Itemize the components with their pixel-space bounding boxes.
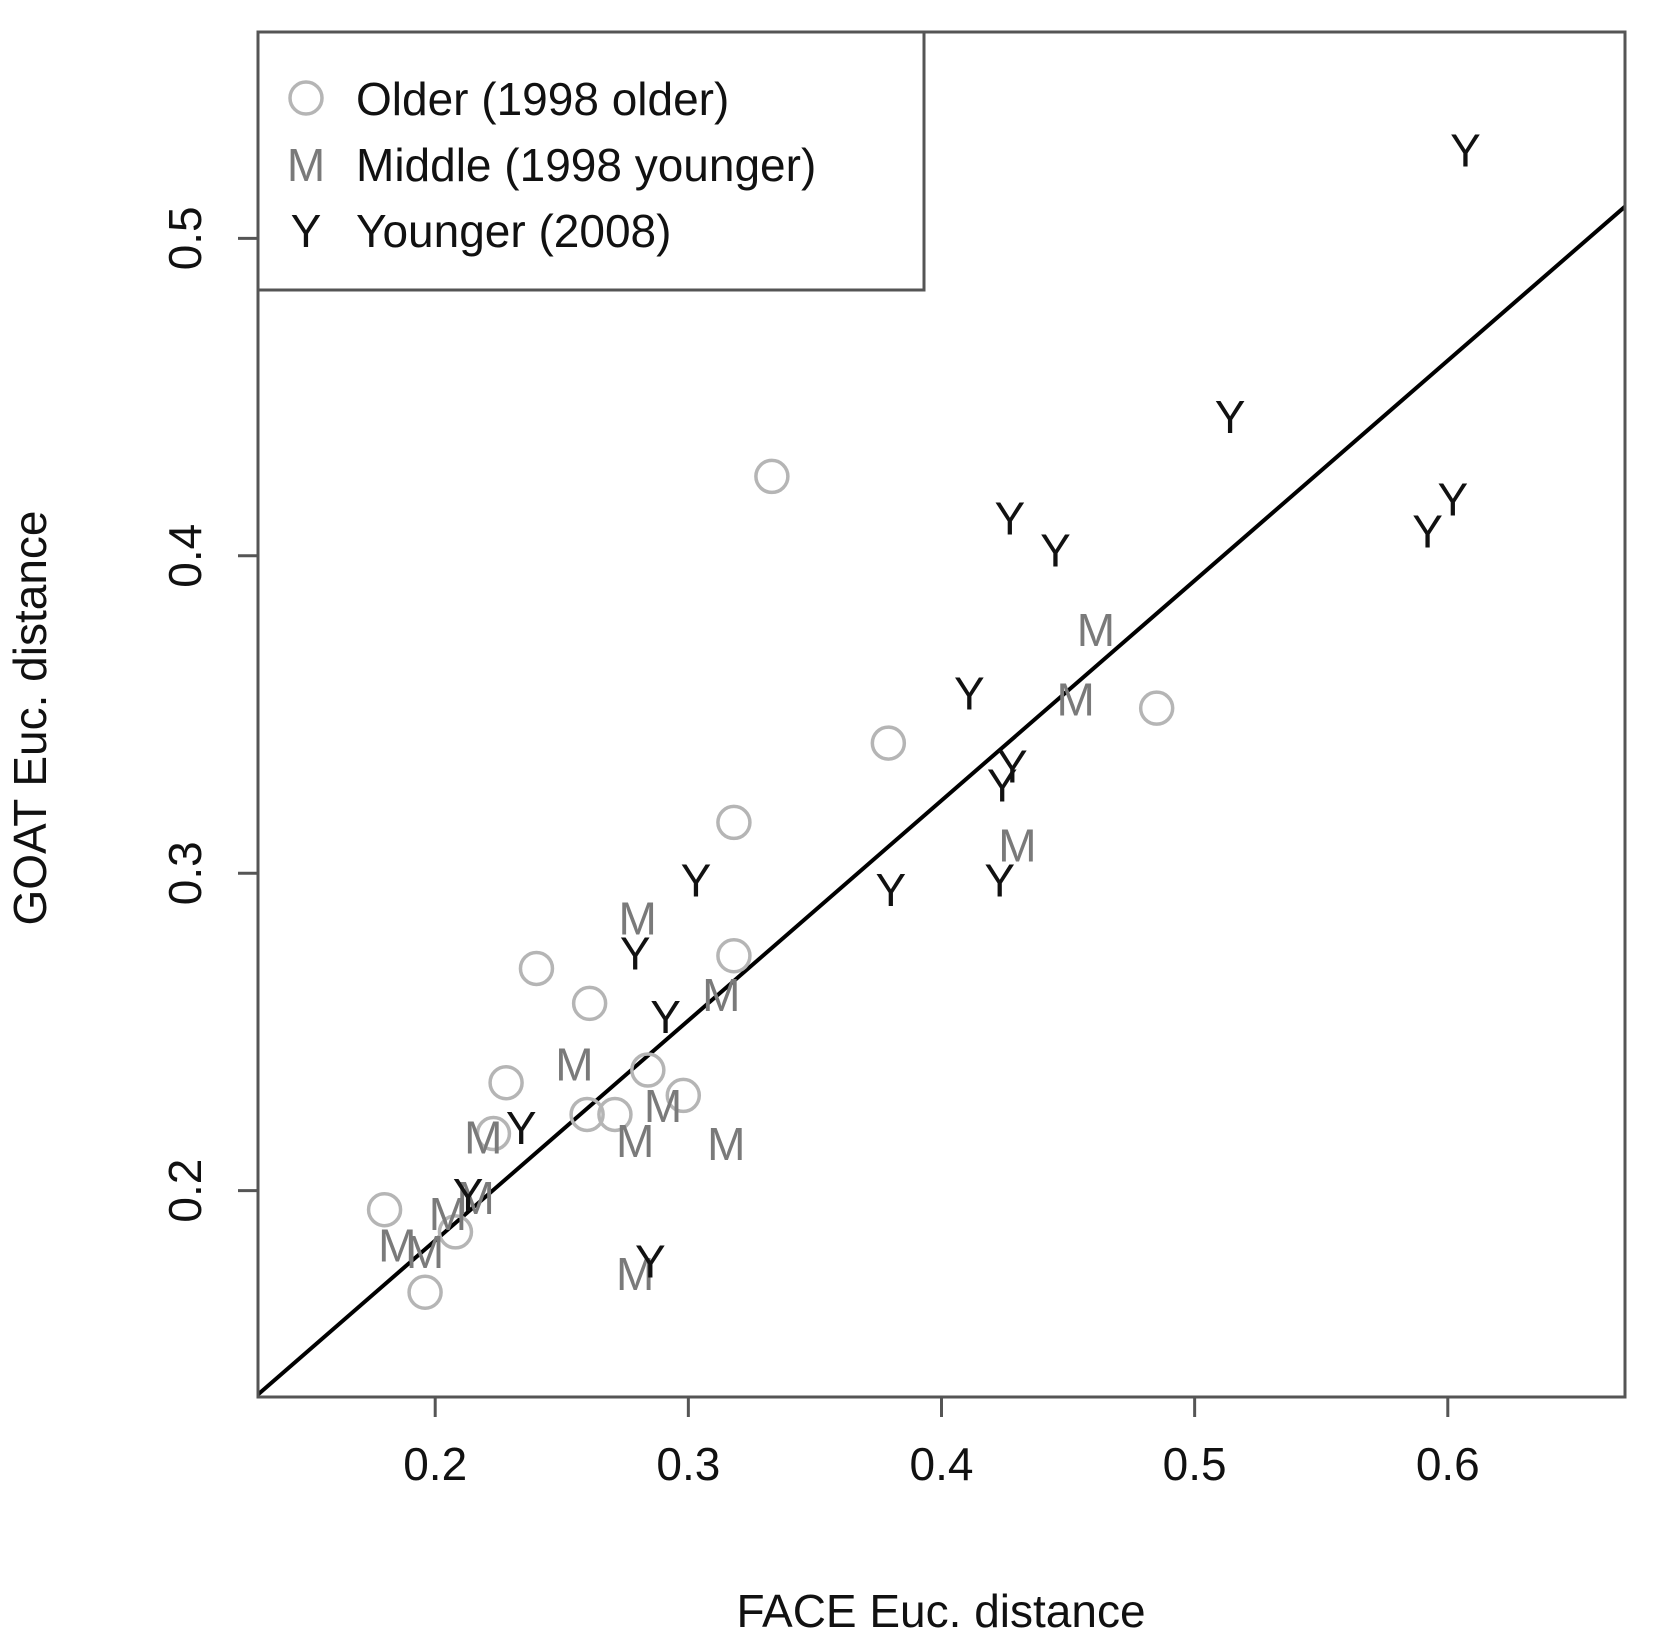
point-younger: Y bbox=[506, 1102, 537, 1154]
legend-m-marker-icon: M bbox=[287, 139, 325, 191]
point-younger: Y bbox=[997, 740, 1028, 792]
y-axis-title: GOAT Euc. distance bbox=[4, 510, 56, 925]
point-younger: Y bbox=[1215, 391, 1246, 443]
point-younger: Y bbox=[876, 864, 907, 916]
point-older bbox=[407, 1274, 443, 1310]
point-older bbox=[630, 1052, 666, 1088]
point-older bbox=[716, 804, 752, 841]
point-older bbox=[488, 1064, 524, 1101]
point-older bbox=[437, 1214, 474, 1250]
legend-label-middle: Middle (1998 younger) bbox=[356, 139, 816, 191]
legend-label-older: Older (1998 older) bbox=[356, 73, 729, 125]
legend-box bbox=[256, 30, 926, 292]
x-tick-label: 0.6 bbox=[1416, 1438, 1480, 1490]
point-middle: M bbox=[555, 1039, 593, 1091]
point-younger: Y bbox=[995, 493, 1026, 545]
point-middle: M bbox=[1077, 604, 1115, 656]
y-tick-label: 0.3 bbox=[159, 841, 211, 905]
legend-y-marker-icon: Y bbox=[291, 205, 322, 257]
point-younger: Y bbox=[1412, 505, 1443, 557]
point-middle: M bbox=[702, 969, 740, 1021]
point-middle: M bbox=[998, 820, 1036, 872]
point-older bbox=[716, 938, 752, 974]
point-older bbox=[1138, 690, 1175, 726]
point-younger: Y bbox=[984, 855, 1015, 907]
point-younger: Y bbox=[635, 1236, 666, 1288]
point-older bbox=[665, 1077, 702, 1114]
point-middle: M bbox=[406, 1226, 444, 1278]
point-older bbox=[366, 1191, 403, 1228]
point-older bbox=[475, 1115, 512, 1152]
point-younger: Y bbox=[1450, 124, 1481, 176]
point-younger: Y bbox=[987, 759, 1018, 811]
legend-label-younger: Younger (2008) bbox=[356, 205, 671, 257]
axes-layer: 0.2 0.3 0.4 0.5 0.6 0.2 0.3 0.4 0.5 bbox=[159, 206, 1480, 1490]
x-tick-label: 0.3 bbox=[656, 1438, 720, 1490]
point-younger: Y bbox=[650, 991, 681, 1043]
point-middle: M bbox=[616, 1115, 654, 1167]
point-middle: M bbox=[644, 1080, 682, 1132]
point-younger: Y bbox=[620, 928, 651, 980]
point-older bbox=[571, 985, 608, 1022]
y-tick-label: 0.5 bbox=[159, 206, 211, 270]
point-older bbox=[597, 1096, 633, 1133]
point-older bbox=[569, 1096, 605, 1133]
regression-line bbox=[256, 205, 1627, 1397]
point-younger: Y bbox=[453, 1169, 484, 1221]
point-middle: M bbox=[464, 1112, 502, 1164]
point-middle: M bbox=[616, 1248, 654, 1300]
point-younger: Y bbox=[1040, 524, 1071, 576]
y-tick-label: 0.4 bbox=[159, 524, 211, 588]
point-middle: M bbox=[378, 1220, 416, 1272]
point-older bbox=[518, 950, 555, 987]
point-middle: M bbox=[457, 1172, 495, 1224]
x-tick-label: 0.2 bbox=[403, 1438, 467, 1490]
point-middle: M bbox=[1057, 674, 1095, 726]
point-middle: M bbox=[619, 893, 657, 945]
legend: Older (1998 older) M Middle (1998 younge… bbox=[256, 30, 926, 292]
x-tick-label: 0.5 bbox=[1163, 1438, 1227, 1490]
point-middle: M bbox=[707, 1118, 745, 1170]
point-younger: Y bbox=[954, 667, 985, 719]
x-axis-title: FACE Euc. distance bbox=[736, 1585, 1145, 1637]
point-middle: M bbox=[429, 1188, 467, 1240]
fit-line-layer bbox=[256, 205, 1627, 1397]
x-tick-label: 0.4 bbox=[910, 1438, 974, 1490]
y-tick-label: 0.2 bbox=[159, 1159, 211, 1223]
point-younger: Y bbox=[1438, 474, 1469, 526]
point-older bbox=[754, 458, 790, 495]
point-younger: Y bbox=[681, 855, 712, 907]
legend-circle-marker-icon bbox=[288, 80, 324, 116]
point-older bbox=[870, 725, 907, 761]
